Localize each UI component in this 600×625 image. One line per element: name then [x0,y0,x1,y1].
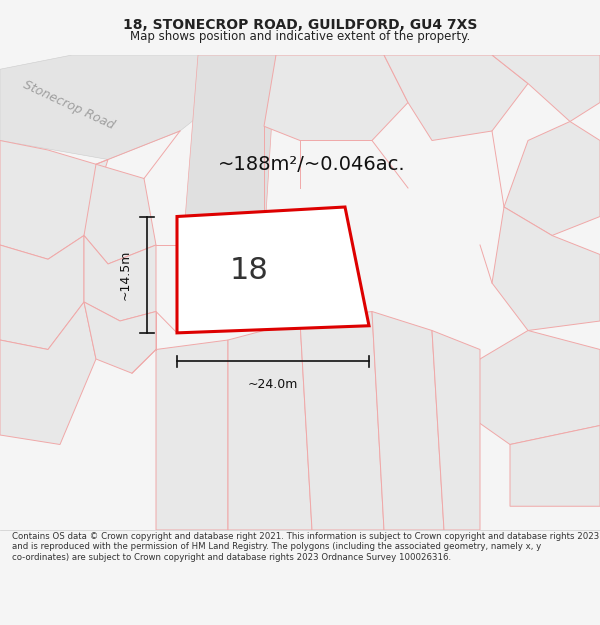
Polygon shape [492,207,600,331]
Text: Stonecrop Road: Stonecrop Road [21,78,117,132]
Polygon shape [84,164,156,264]
Text: Map shows position and indicative extent of the property.: Map shows position and indicative extent… [130,30,470,43]
Polygon shape [0,236,84,349]
Polygon shape [264,55,408,141]
Polygon shape [84,302,156,373]
Polygon shape [372,311,444,530]
Text: ~24.0m: ~24.0m [248,378,298,391]
Polygon shape [177,207,369,333]
Polygon shape [0,302,96,444]
Polygon shape [183,55,276,245]
Polygon shape [504,121,600,236]
Text: 18, STONECROP ROAD, GUILDFORD, GU4 7XS: 18, STONECROP ROAD, GUILDFORD, GU4 7XS [123,18,477,32]
Polygon shape [0,55,228,159]
Text: ~14.5m: ~14.5m [119,249,132,300]
Polygon shape [228,321,312,530]
Polygon shape [384,55,528,141]
Polygon shape [510,426,600,506]
Text: ~188m²/~0.046ac.: ~188m²/~0.046ac. [218,155,406,174]
Polygon shape [432,331,480,530]
Polygon shape [300,311,384,530]
Text: 18: 18 [230,256,268,285]
Text: Contains OS data © Crown copyright and database right 2021. This information is : Contains OS data © Crown copyright and d… [12,532,599,562]
Polygon shape [156,340,228,530]
Polygon shape [84,236,156,321]
Polygon shape [456,331,600,444]
Polygon shape [0,141,108,259]
Polygon shape [492,55,600,121]
